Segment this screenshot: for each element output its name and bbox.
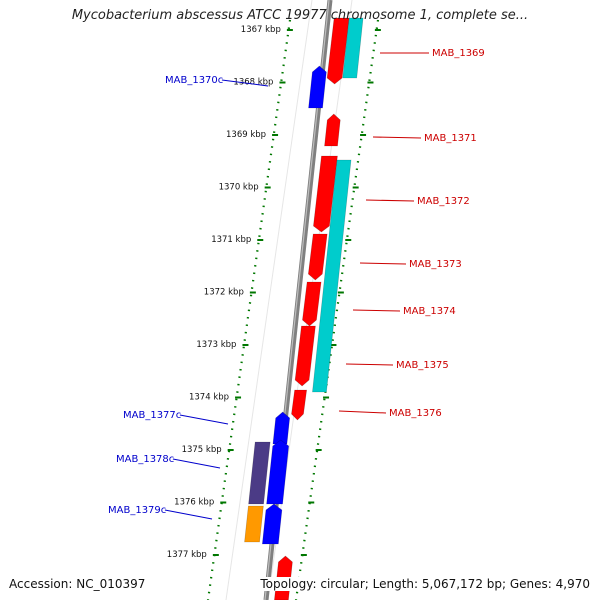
feature-dark[interactable]	[248, 441, 271, 505]
label-leader	[338, 410, 387, 414]
gene-mab-1369[interactable]	[326, 17, 350, 85]
label-leader	[365, 199, 415, 202]
kbp-ticks: 1367 kbp 1368 kbp 1369 kbp 1370 kbp 1371 kbp…	[167, 25, 381, 560]
gene-mab-1373[interactable]	[308, 233, 328, 281]
gene-mab-1377c[interactable]	[272, 411, 291, 445]
kbp-tick-label: 1372 kbp	[204, 288, 244, 298]
gene-mab-1374[interactable]	[302, 281, 322, 327]
gene-mab-1370c[interactable]	[308, 65, 327, 109]
gene-label-forward[interactable]: MAB_1371	[424, 133, 477, 144]
label-leader	[359, 262, 407, 265]
cds-mab-1369[interactable]	[342, 17, 364, 79]
gene-mab-1375[interactable]	[294, 325, 316, 387]
gene-label-reverse[interactable]: MAB_1377c	[123, 410, 181, 421]
kbp-tick-label: 1377 kbp	[167, 550, 207, 560]
gene-label-forward[interactable]: MAB_1373	[409, 259, 462, 270]
kbp-tick-label: 1375 kbp	[182, 445, 222, 455]
gene-label-forward[interactable]: MAB_1369	[432, 48, 485, 59]
map-title: Mycobacterium abscessus ATCC 19977 chrom…	[71, 8, 529, 23]
feature-orange[interactable]	[244, 505, 264, 543]
cds-block[interactable]	[312, 159, 352, 393]
gene-label-forward[interactable]: MAB_1372	[417, 196, 470, 207]
gene-label-reverse[interactable]: MAB_1370c	[165, 75, 223, 86]
label-leader	[172, 458, 221, 469]
gene-label-reverse[interactable]: MAB_1379c	[108, 505, 166, 516]
genome-summary: Topology: circular; Length: 5,067,172 bp…	[260, 577, 590, 591]
gene-label-forward[interactable]: MAB_1375	[396, 360, 449, 371]
label-leader	[221, 79, 269, 87]
gene-mab-1378c[interactable]	[266, 439, 290, 505]
accession-text: Accession: NC_010397	[9, 577, 146, 591]
gene-mab-1372[interactable]	[313, 155, 338, 233]
gene-label-forward[interactable]: MAB_1376	[389, 408, 442, 419]
kbp-tick-label: 1376 kbp	[174, 498, 214, 508]
kbp-tick-label: 1373 kbp	[196, 340, 236, 350]
label-leader	[345, 363, 394, 366]
kbp-tick-label: 1374 kbp	[189, 393, 229, 403]
kbp-tick-label: 1370 kbp	[219, 183, 259, 193]
label-leader	[164, 509, 213, 520]
guide-line	[225, 0, 313, 600]
label-leader	[179, 414, 229, 425]
track-lines	[206, 0, 380, 600]
gene-mab-1376[interactable]	[291, 389, 308, 421]
kbp-tick-label: 1369 kbp	[226, 130, 266, 140]
gene-mab-1379c[interactable]	[262, 503, 283, 545]
gene-mab-1371[interactable]	[324, 113, 341, 147]
gene-labels: MAB_1369 MAB_1371 MAB_1372 MAB_1373 MAB_1374…	[108, 48, 485, 520]
kbp-tick-label: 1368 kbp	[233, 78, 273, 88]
gene-label-forward[interactable]: MAB_1374	[403, 306, 456, 317]
label-leader	[372, 136, 422, 139]
gene-features	[244, 17, 364, 600]
kbp-tick-label: 1371 kbp	[211, 235, 251, 245]
label-leader	[352, 309, 401, 312]
kbp-tick-label: 1367 kbp	[241, 25, 281, 35]
gene-label-reverse[interactable]: MAB_1378c	[116, 454, 174, 465]
